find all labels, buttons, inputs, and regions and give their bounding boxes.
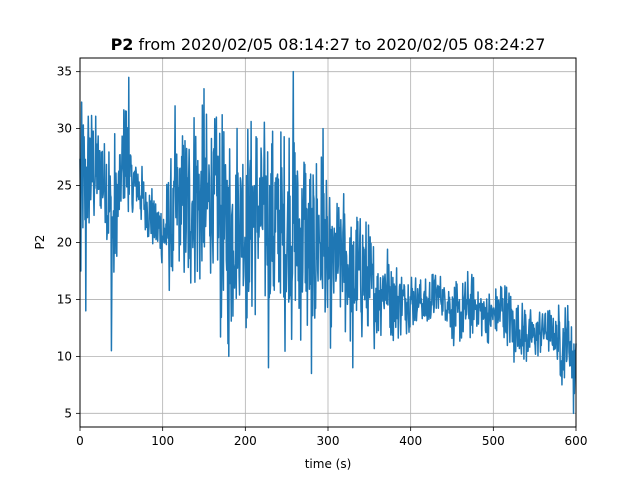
y-tick-label: 20 (57, 236, 72, 250)
x-tick-label: 100 (151, 434, 174, 448)
y-tick-label: 25 (57, 179, 72, 193)
chart-title-rest: from 2020/02/05 08:14:27 to 2020/02/05 0… (133, 35, 545, 54)
y-tick-label: 5 (64, 406, 72, 420)
chart-title: P2 from 2020/02/05 08:14:27 to 2020/02/0… (111, 35, 546, 54)
y-tick-label: 15 (57, 292, 72, 306)
series-layer (79, 70, 577, 415)
y-tick-label: 30 (57, 122, 72, 136)
x-tick-label: 500 (482, 434, 505, 448)
x-tick-label: 300 (317, 434, 340, 448)
x-axis-label: time (s) (305, 457, 352, 471)
x-tick-label: 400 (399, 434, 422, 448)
x-tick-label: 200 (234, 434, 257, 448)
chart-title-bold: P2 (111, 35, 134, 54)
x-tick-label: 600 (565, 434, 588, 448)
x-tick-label: 0 (76, 434, 84, 448)
y-tick-label: 10 (57, 349, 72, 363)
y-tick-label: 35 (57, 65, 72, 79)
y-axis-label: P2 (33, 235, 47, 250)
axis-ticks: 0 100 200 300 400 500 600 5 10 15 20 25 30 35 (57, 65, 588, 448)
series-line (79, 70, 577, 415)
